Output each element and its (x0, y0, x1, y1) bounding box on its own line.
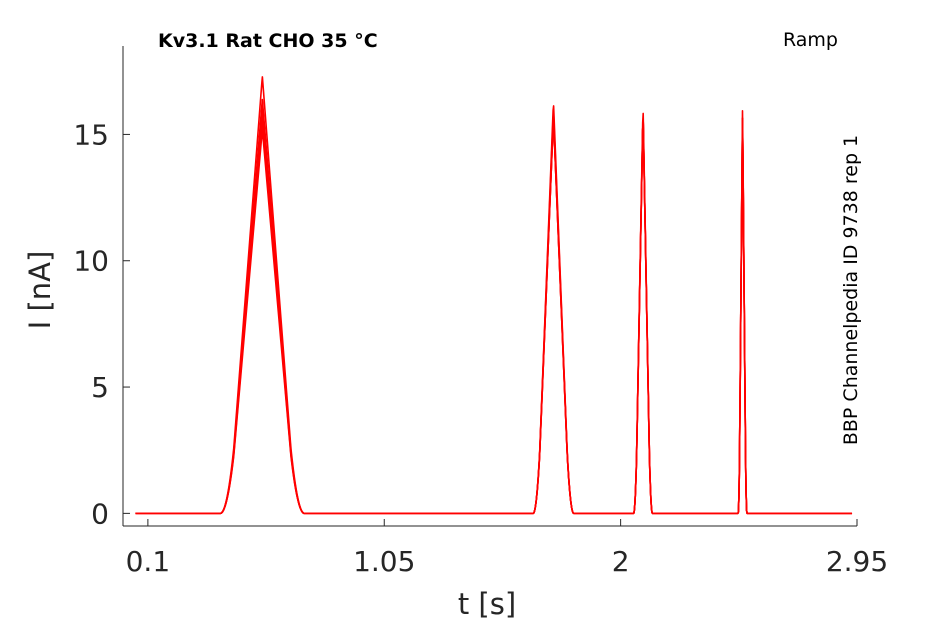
y-tick-label: 0 (91, 497, 109, 530)
x-tick-label: 1.05 (353, 545, 415, 578)
y-tick-label: 15 (73, 118, 109, 151)
side-label: BBP Channelpedia ID 9738 rep 1 (840, 135, 862, 445)
x-tick-label: 2.95 (826, 545, 888, 578)
x-tick-label: 0.1 (126, 545, 171, 578)
current-trace (135, 117, 853, 515)
plot-lines (135, 76, 853, 515)
x-axis-label: t [s] (458, 587, 516, 621)
chart-title: Kv3.1 Rat CHO 35 °C (158, 30, 378, 52)
y-ticks: 0 5 10 15 (73, 118, 130, 530)
x-tick-label: 2 (612, 545, 630, 578)
x-ticks: 0.1 1.05 2 2.95 (126, 519, 888, 578)
y-tick-label: 5 (91, 371, 109, 404)
y-tick-label: 10 (73, 245, 109, 278)
y-axis-label: I [nA] (23, 251, 57, 330)
protocol-label: Ramp (783, 29, 838, 51)
